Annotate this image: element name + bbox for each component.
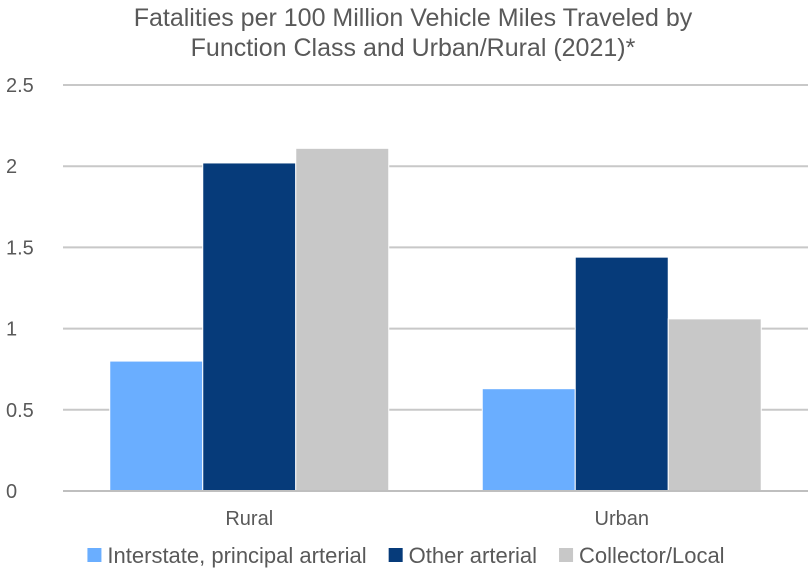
y-tick-label: 1.5 [6,237,34,259]
bar [295,147,390,492]
x-axis-category-labels: Rural Urban [225,508,649,530]
y-tick-label: 1 [6,319,17,341]
legend-swatch [87,548,102,562]
bar [109,360,204,492]
bar [667,318,762,492]
y-tick-label: 2.5 [6,75,34,97]
x-category-label: Urban [595,508,649,530]
y-tick-label: 0 [6,481,17,503]
legend-label: Collector/Local [579,543,725,568]
y-tick-label: 2 [6,156,17,178]
y-axis-tick-labels: 0 0.5 1 1.5 2 2.5 [6,75,34,503]
legend-swatch [388,548,403,562]
bars [109,147,762,492]
bar [202,162,297,492]
x-category-label: Rural [225,508,273,530]
legend-label: Other arterial [409,543,537,568]
legend-label: Interstate, principal arterial [107,543,366,568]
chart-title-line-1: Fatalities per 100 Million Vehicle Miles… [134,4,693,32]
bar [481,388,576,492]
y-tick-label: 0.5 [6,400,34,422]
chart-title-line-2: Function Class and Urban/Rural (2021)* [191,34,636,62]
legend-swatch [559,548,574,562]
legend: Interstate, principal arterial Other arte… [87,543,725,568]
bar [574,256,669,492]
